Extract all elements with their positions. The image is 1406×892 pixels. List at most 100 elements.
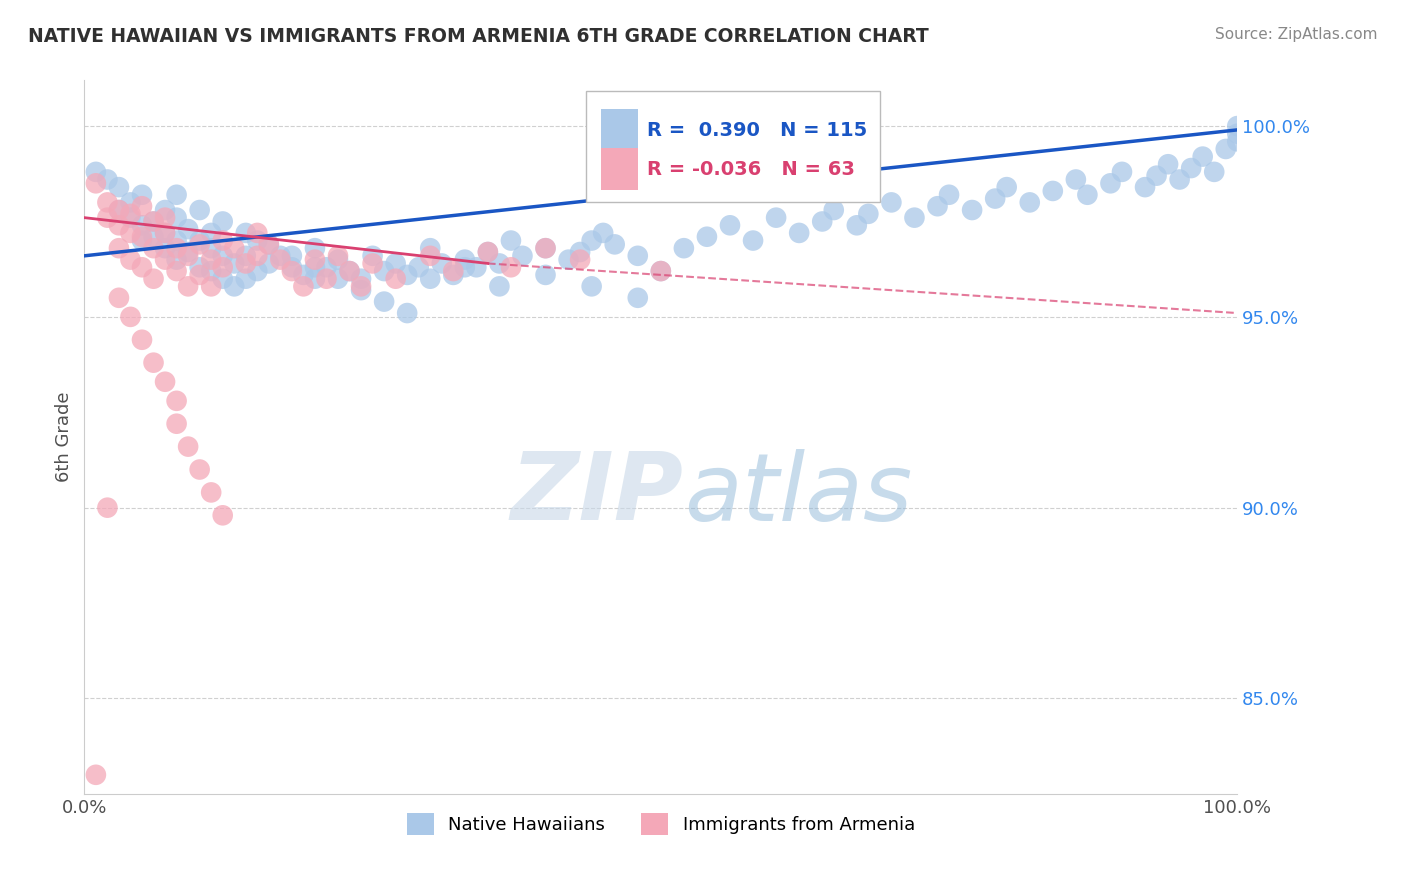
Point bbox=[361, 256, 384, 270]
Point bbox=[211, 214, 233, 228]
Point bbox=[787, 226, 810, 240]
Point bbox=[581, 279, 603, 293]
Point bbox=[534, 241, 557, 255]
Point bbox=[373, 264, 395, 278]
Point bbox=[269, 252, 291, 267]
Point bbox=[281, 260, 304, 275]
Point bbox=[200, 226, 222, 240]
Point bbox=[177, 279, 200, 293]
Point bbox=[142, 356, 165, 370]
Point bbox=[211, 271, 233, 285]
Point bbox=[880, 195, 903, 210]
Text: Source: ZipAtlas.com: Source: ZipAtlas.com bbox=[1215, 27, 1378, 42]
Point bbox=[235, 226, 257, 240]
Point bbox=[142, 214, 165, 228]
Point bbox=[927, 199, 949, 213]
Bar bbox=[600, 148, 638, 191]
Point bbox=[396, 306, 419, 320]
Point bbox=[592, 226, 614, 240]
Point bbox=[477, 245, 499, 260]
Point bbox=[441, 264, 464, 278]
Point bbox=[477, 245, 499, 260]
Point bbox=[281, 249, 304, 263]
Point bbox=[627, 291, 650, 305]
Point bbox=[1133, 180, 1156, 194]
Point bbox=[224, 256, 246, 270]
Point bbox=[166, 241, 188, 255]
Point bbox=[142, 214, 165, 228]
Point bbox=[166, 252, 188, 267]
Point bbox=[396, 268, 419, 282]
Point bbox=[84, 768, 107, 782]
Point bbox=[246, 226, 269, 240]
Point bbox=[224, 241, 246, 255]
Point bbox=[188, 462, 211, 476]
Point bbox=[304, 252, 326, 267]
Point bbox=[292, 268, 315, 282]
Point bbox=[257, 237, 280, 252]
Point bbox=[211, 508, 233, 523]
Point bbox=[246, 234, 269, 248]
Point bbox=[512, 249, 534, 263]
Point bbox=[1191, 150, 1213, 164]
Point bbox=[534, 241, 557, 255]
Point bbox=[188, 202, 211, 217]
Point bbox=[108, 180, 131, 194]
Y-axis label: 6th Grade: 6th Grade bbox=[55, 392, 73, 483]
Point bbox=[131, 260, 153, 275]
Point bbox=[84, 165, 107, 179]
Point bbox=[1168, 172, 1191, 186]
Point bbox=[304, 271, 326, 285]
Point bbox=[96, 172, 118, 186]
Point bbox=[627, 249, 650, 263]
Point bbox=[235, 271, 257, 285]
Point bbox=[350, 271, 373, 285]
Point bbox=[153, 252, 176, 267]
Point bbox=[188, 234, 211, 248]
Point bbox=[488, 279, 510, 293]
Point bbox=[257, 237, 280, 252]
Point bbox=[142, 241, 165, 255]
Point bbox=[465, 260, 488, 275]
Point bbox=[419, 241, 441, 255]
Point bbox=[292, 279, 315, 293]
Point bbox=[326, 271, 349, 285]
Point bbox=[108, 241, 131, 255]
Legend: Native Hawaiians, Immigrants from Armenia: Native Hawaiians, Immigrants from Armeni… bbox=[399, 805, 922, 842]
Point bbox=[557, 252, 579, 267]
Point bbox=[235, 256, 257, 270]
Point bbox=[1076, 187, 1098, 202]
Point bbox=[384, 271, 406, 285]
Point bbox=[246, 264, 269, 278]
Point bbox=[1215, 142, 1237, 156]
Point bbox=[188, 260, 211, 275]
Point bbox=[304, 241, 326, 255]
Point bbox=[177, 249, 200, 263]
Point bbox=[1226, 134, 1249, 148]
Point bbox=[1146, 169, 1168, 183]
Point bbox=[581, 234, 603, 248]
Point bbox=[108, 202, 131, 217]
Point bbox=[166, 234, 188, 248]
Point bbox=[120, 207, 142, 221]
Point bbox=[350, 279, 373, 293]
Point bbox=[441, 268, 464, 282]
Point bbox=[1099, 177, 1122, 191]
Point bbox=[408, 260, 430, 275]
Point bbox=[315, 260, 337, 275]
Point bbox=[960, 202, 983, 217]
Point bbox=[166, 393, 188, 408]
Point bbox=[765, 211, 787, 225]
Point bbox=[142, 271, 165, 285]
Point bbox=[304, 260, 326, 275]
Point bbox=[153, 211, 176, 225]
Point bbox=[1204, 165, 1226, 179]
Point bbox=[339, 264, 361, 278]
Text: atlas: atlas bbox=[683, 449, 912, 540]
Point bbox=[499, 234, 522, 248]
Point bbox=[373, 294, 395, 309]
Point bbox=[339, 264, 361, 278]
Point bbox=[1180, 161, 1202, 175]
Point bbox=[120, 226, 142, 240]
Point bbox=[603, 237, 626, 252]
